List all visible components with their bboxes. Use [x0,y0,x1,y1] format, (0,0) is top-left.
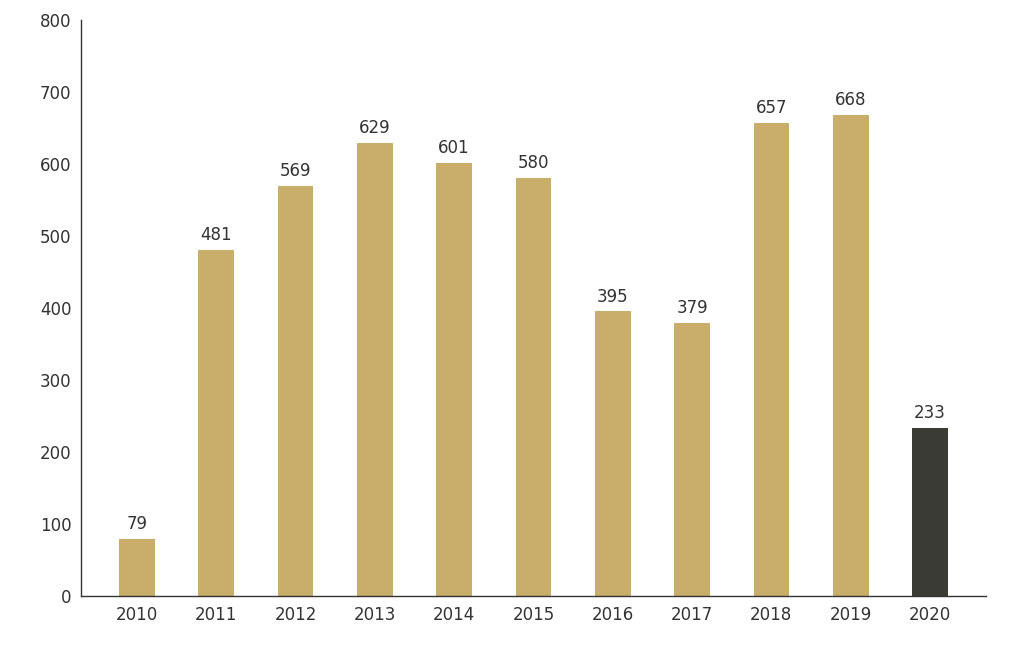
Bar [119,539,154,596]
Bar [357,143,392,596]
Bar [515,178,552,596]
Text: 629: 629 [359,119,390,137]
Bar [198,250,234,596]
Bar [675,323,710,596]
Text: 601: 601 [438,140,469,158]
Bar [277,186,313,596]
Text: 580: 580 [517,154,550,173]
Bar [595,311,631,596]
Text: 657: 657 [756,99,787,117]
Text: 79: 79 [126,515,147,533]
Bar [754,123,789,596]
Text: 379: 379 [677,299,708,317]
Text: 481: 481 [200,226,232,244]
Text: 668: 668 [835,91,867,109]
Text: 395: 395 [597,288,629,306]
Text: 569: 569 [279,162,311,181]
Bar [436,163,471,596]
Bar [912,428,948,596]
Bar [833,115,869,596]
Text: 233: 233 [914,404,946,422]
